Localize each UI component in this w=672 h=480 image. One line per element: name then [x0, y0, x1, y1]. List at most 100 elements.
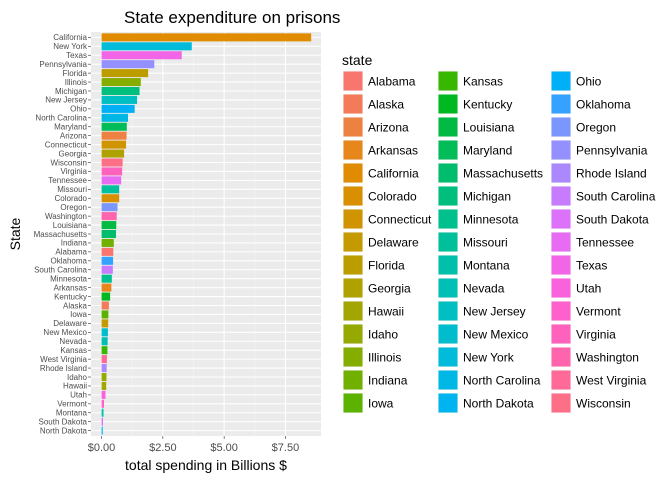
bar-south-dakota	[101, 417, 104, 426]
legend-label: Kansas	[463, 75, 503, 89]
legend-swatch	[343, 324, 363, 344]
legend-label: South Dakota	[576, 213, 649, 227]
legend-swatch	[438, 301, 458, 321]
y-tick-label: Vermont	[57, 400, 88, 409]
x-tick-label: $0.00	[88, 442, 116, 454]
y-tick-label: Texas	[66, 51, 87, 60]
bar-west-virginia	[101, 355, 107, 364]
y-tick-label: Montana	[56, 409, 88, 418]
legend-swatch	[438, 117, 458, 137]
bar-texas	[101, 51, 182, 60]
legend-swatch	[343, 370, 363, 390]
bar-missouri	[101, 185, 120, 194]
bar-oklahoma	[101, 256, 114, 265]
y-tick-label: Oregon	[60, 203, 87, 212]
legend-label: Hawaii	[368, 305, 404, 319]
legend-swatch	[551, 347, 571, 367]
legend-swatch	[343, 186, 363, 206]
legend-swatch	[343, 140, 363, 160]
legend-label: Oregon	[576, 121, 616, 135]
bar-connecticut	[101, 140, 127, 149]
y-tick-label: South Dakota	[39, 417, 88, 426]
legend-label: New Mexico	[463, 328, 529, 342]
y-tick-label: Pennsylvania	[39, 60, 87, 69]
legend-title: state	[342, 52, 373, 68]
legend-swatch	[438, 71, 458, 91]
y-tick-label: Oklahoma	[51, 257, 88, 266]
bar-nevada	[101, 337, 108, 346]
bar-tennessee	[101, 176, 122, 185]
legend-label: Georgia	[368, 282, 411, 296]
chart-title: State expenditure on prisons	[124, 8, 340, 27]
y-tick-label: Hawaii	[63, 382, 87, 391]
legend-label: Illinois	[368, 351, 401, 365]
legend-label: Minnesota	[463, 213, 519, 227]
y-tick-label: West Virginia	[40, 355, 87, 364]
y-tick-label: Alaska	[63, 301, 88, 310]
bar-ohio	[101, 104, 135, 113]
y-tick-label: Iowa	[70, 310, 87, 319]
legend-label: Maryland	[463, 144, 512, 158]
legend-swatch	[438, 140, 458, 160]
legend-label: West Virginia	[576, 374, 647, 388]
y-tick-label: California	[53, 33, 87, 42]
legend-swatch	[438, 163, 458, 183]
bar-hawaii	[101, 381, 107, 390]
legend-label: Missouri	[463, 236, 508, 250]
y-tick-label: Georgia	[59, 149, 88, 158]
x-axis-ticks: $0.00 $2.50 $5.00 $7.50	[88, 436, 299, 454]
bar-california	[101, 33, 312, 42]
bar-kansas	[101, 346, 108, 355]
y-tick-label: New Jersey	[45, 96, 87, 105]
bar-wisconsin	[101, 158, 123, 167]
bar-new-jersey	[101, 95, 138, 104]
y-tick-label: Louisiana	[53, 221, 88, 230]
legend-label: Wisconsin	[576, 397, 631, 411]
y-tick-label: Arkansas	[54, 283, 87, 292]
legend-label: Colorado	[368, 190, 417, 204]
bar-florida	[101, 69, 149, 78]
legend-swatch	[551, 370, 571, 390]
y-tick-label: Florida	[63, 69, 88, 78]
bar-georgia	[101, 149, 125, 158]
legend-swatch	[551, 71, 571, 91]
bar-massachusetts	[101, 229, 117, 239]
bar-illinois	[101, 78, 141, 87]
legend-label: Oklahoma	[576, 98, 631, 112]
legend-swatch	[551, 140, 571, 160]
legend-label: Alaska	[368, 98, 404, 112]
y-tick-label: Alabama	[55, 248, 87, 257]
legend-swatch	[551, 393, 571, 413]
legend-swatch	[551, 278, 571, 298]
legend-label: North Carolina	[463, 374, 541, 388]
y-tick-label: Kentucky	[54, 292, 87, 301]
legend-swatch	[438, 209, 458, 229]
legend-swatch	[438, 347, 458, 367]
bar-arkansas	[101, 283, 112, 292]
legend-swatch	[343, 301, 363, 321]
y-tick-label: North Carolina	[35, 114, 87, 123]
legend-swatch	[551, 117, 571, 137]
bar-washington	[101, 212, 117, 221]
legend-swatch	[343, 71, 363, 91]
y-tick-label: Washington	[45, 212, 87, 221]
y-tick-label: Maryland	[54, 123, 87, 132]
legend-swatch	[343, 209, 363, 229]
bar-new-mexico	[101, 328, 108, 337]
bar-vermont	[101, 399, 104, 408]
legend-swatch	[551, 324, 571, 344]
legend-label: Tennessee	[576, 236, 634, 250]
legend-swatch	[438, 255, 458, 275]
legend-label: Texas	[576, 259, 607, 273]
legend-swatch	[551, 255, 571, 275]
bar-louisiana	[101, 221, 117, 230]
bar-north-dakota	[101, 426, 103, 435]
legend-label: Michigan	[463, 190, 511, 204]
legend-label: Florida	[368, 259, 405, 273]
legend-label: Arkansas	[368, 144, 418, 158]
bar-kentucky	[101, 292, 111, 301]
bar-iowa	[101, 310, 109, 319]
y-tick-label: Missouri	[57, 185, 87, 194]
legend-label: Indiana	[368, 374, 408, 388]
